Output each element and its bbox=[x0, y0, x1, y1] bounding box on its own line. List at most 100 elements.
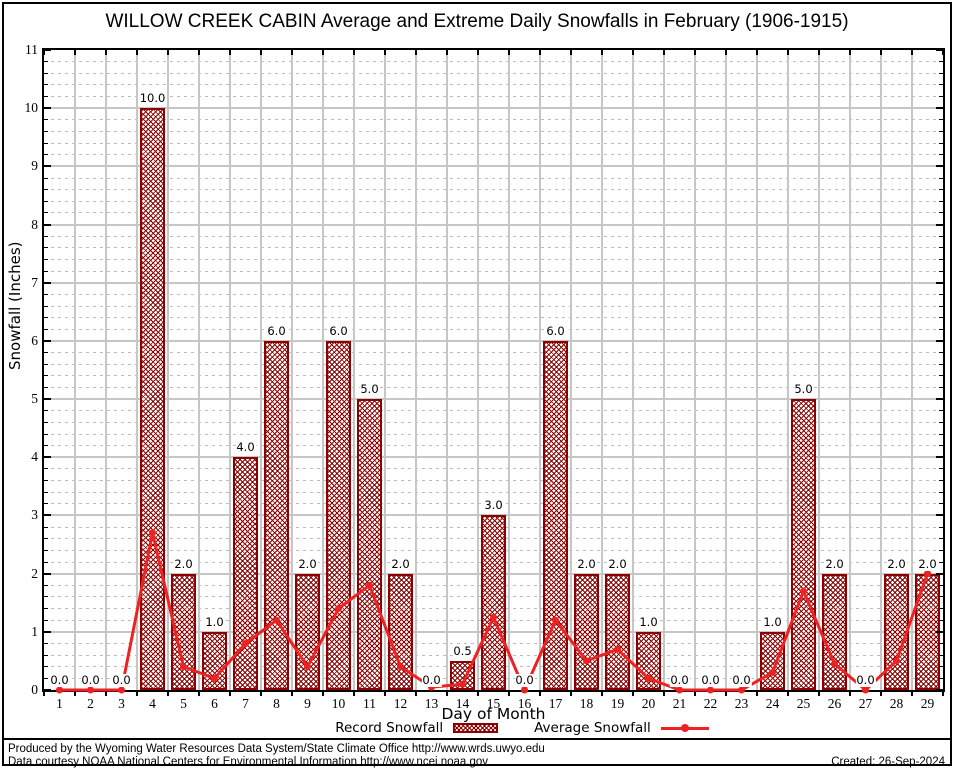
x-tick-bottom bbox=[446, 692, 448, 696]
major-gridline-v bbox=[787, 50, 789, 690]
x-tick-top bbox=[818, 50, 820, 55]
bar-value-label-day-20: 1.0 bbox=[638, 614, 659, 629]
bar-value-label-day-14: 0.5 bbox=[452, 643, 473, 658]
x-tick-label-26: 26 bbox=[827, 696, 842, 711]
record-bar-day-14 bbox=[450, 660, 475, 690]
y-tick-right bbox=[939, 619, 943, 621]
x-tick-bottom bbox=[136, 692, 138, 696]
minor-gridline bbox=[44, 258, 943, 260]
major-gridline-v bbox=[229, 50, 231, 690]
x-tick-top bbox=[384, 50, 386, 55]
x-tick-bottom bbox=[849, 692, 851, 696]
y-tick-right bbox=[939, 235, 943, 237]
minor-gridline bbox=[44, 189, 943, 191]
x-axis-label: Day of Month bbox=[441, 705, 546, 723]
major-gridline-v bbox=[446, 50, 448, 690]
average-point-day-4 bbox=[149, 529, 156, 537]
y-tick-left bbox=[44, 421, 48, 423]
y-tick-right bbox=[936, 281, 943, 284]
x-tick-top bbox=[787, 50, 789, 55]
average-point-day-16 bbox=[521, 686, 528, 694]
x-tick-top bbox=[880, 50, 882, 55]
major-gridline-v bbox=[756, 50, 758, 690]
y-tick-right bbox=[939, 189, 943, 191]
major-gridline-v bbox=[260, 50, 262, 690]
y-tick-right bbox=[939, 212, 943, 214]
average-point-day-17 bbox=[552, 616, 559, 624]
y-tick-right bbox=[939, 258, 943, 260]
major-gridline-v bbox=[601, 50, 603, 690]
y-tick-right bbox=[939, 84, 943, 86]
legend-label-average: Average Snowfall bbox=[534, 720, 651, 736]
y-tick-left bbox=[44, 177, 48, 179]
average-point-day-27 bbox=[862, 686, 869, 694]
record-bar-day-4 bbox=[140, 108, 165, 690]
record-snowfall-swatch-icon bbox=[453, 723, 499, 733]
y-tick-left bbox=[44, 677, 48, 679]
y-tick-label-7: 7 bbox=[31, 274, 38, 290]
y-tick-left bbox=[44, 666, 48, 668]
average-point-day-23 bbox=[738, 686, 745, 694]
major-gridline-v bbox=[911, 50, 913, 690]
x-tick-top bbox=[322, 50, 324, 55]
minor-gridline bbox=[44, 328, 943, 330]
major-gridline-h bbox=[44, 339, 943, 342]
line-marker-icon bbox=[680, 724, 689, 732]
y-tick-right bbox=[939, 608, 943, 610]
major-gridline-h bbox=[44, 281, 943, 284]
y-tick-left bbox=[44, 526, 48, 528]
y-tick-left bbox=[44, 363, 48, 365]
x-tick-label-5: 5 bbox=[180, 696, 187, 711]
y-tick-left bbox=[44, 468, 48, 470]
x-tick-bottom bbox=[632, 692, 634, 696]
x-tick-top bbox=[136, 50, 138, 55]
y-tick-left bbox=[44, 386, 48, 388]
y-tick-left bbox=[44, 619, 48, 621]
average-point-day-8 bbox=[273, 616, 280, 624]
x-tick-label-1: 1 bbox=[56, 696, 63, 711]
y-tick-label-1: 1 bbox=[31, 623, 38, 639]
y-tick-left bbox=[44, 352, 48, 354]
y-tick-left bbox=[44, 281, 51, 284]
average-point-day-14 bbox=[459, 680, 466, 688]
x-tick-label-8: 8 bbox=[273, 696, 280, 711]
x-tick-bottom bbox=[787, 692, 789, 696]
minor-gridline bbox=[44, 305, 943, 307]
y-tick-left bbox=[44, 154, 48, 156]
bar-value-label-day-21: 0.0 bbox=[669, 673, 690, 687]
y-tick-right bbox=[936, 514, 943, 517]
minor-gridline bbox=[44, 72, 943, 74]
record-bar-day-26 bbox=[822, 573, 847, 690]
x-tick-top bbox=[167, 50, 169, 55]
average-point-day-19 bbox=[614, 645, 621, 653]
average-point-day-28 bbox=[893, 657, 900, 665]
record-bar-day-15 bbox=[481, 515, 506, 690]
y-tick-right bbox=[936, 339, 943, 342]
record-bar-day-19 bbox=[605, 573, 630, 690]
y-tick-right bbox=[939, 200, 943, 202]
y-tick-left bbox=[44, 49, 51, 51]
major-gridline-v bbox=[694, 50, 696, 690]
average-point-day-25 bbox=[800, 587, 807, 595]
x-tick-top bbox=[694, 50, 696, 55]
major-gridline-v bbox=[725, 50, 727, 690]
y-tick-right bbox=[939, 96, 943, 98]
major-gridline-h bbox=[44, 398, 943, 401]
minor-gridline bbox=[44, 363, 943, 365]
y-tick-label-0: 0 bbox=[31, 682, 38, 697]
bar-value-label-day-4: 10.0 bbox=[138, 91, 167, 106]
y-tick-right bbox=[939, 584, 943, 586]
y-tick-right bbox=[939, 375, 943, 377]
major-gridline-v bbox=[632, 50, 634, 690]
x-tick-top bbox=[415, 50, 417, 55]
x-tick-label-3: 3 bbox=[118, 696, 125, 711]
major-gridline-h bbox=[44, 456, 943, 459]
x-tick-label-25: 25 bbox=[796, 696, 811, 711]
bar-value-label-day-9: 2.0 bbox=[297, 556, 318, 571]
record-bar-day-5 bbox=[171, 573, 196, 690]
x-tick-top bbox=[353, 50, 355, 55]
x-tick-bottom bbox=[570, 692, 572, 696]
x-tick-bottom bbox=[167, 692, 169, 696]
y-tick-right bbox=[939, 677, 943, 679]
record-bar-day-8 bbox=[264, 340, 289, 690]
